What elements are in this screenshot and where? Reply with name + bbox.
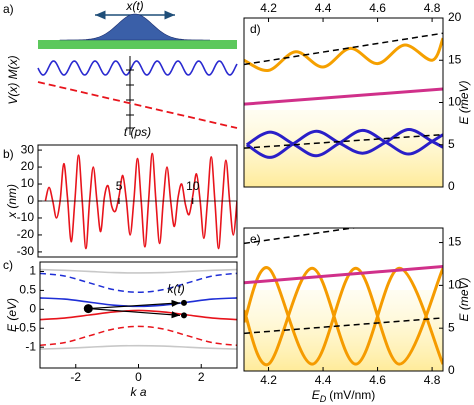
point [180,299,187,306]
panel-label: c) [3,258,13,272]
panel-label: e) [250,232,261,246]
potential [37,81,238,129]
data-line [245,128,443,158]
x-tick-label: 2 [198,370,205,384]
y-tick-label: 20 [448,10,462,24]
y-tick-label: -20 [17,227,35,241]
x-label-subscript: D [320,394,327,404]
arrow [88,299,181,310]
y-label: E (eV) [5,298,19,332]
y-tick-label: 0 [448,363,455,377]
x-label: k a [130,385,146,399]
y-tick-label: -0.5 [15,320,36,334]
x-label-unit: (mV/nm) [329,388,375,402]
arrow [88,307,181,319]
data-line [245,128,443,159]
y-tick-label: 0 [448,179,455,193]
data-line [244,32,443,66]
y-tick-label: 10 [448,95,462,109]
bump [59,13,211,41]
point [83,304,93,314]
data-line [244,87,443,106]
x-tick-label: 4.4 [315,373,332,387]
y-tick-label: 10 [21,176,35,190]
wave [37,60,238,76]
green-bar [38,40,237,49]
data-line [40,297,237,308]
data-line [244,317,443,335]
x-tick-label: 10 [186,179,200,193]
x-tick-label: 4.8 [424,373,441,387]
y-tick-label: 0.5 [19,283,36,297]
y-tick-label: 0 [29,301,36,315]
x-tick-label: 4.6 [369,373,386,387]
x-tick-label: 4.8 [424,1,441,15]
x-tick-label: 4.2 [260,373,277,387]
plot-frame [243,227,444,372]
x-tick-label: 4.4 [315,1,332,15]
y-label: E (meV) [457,80,471,124]
y-tick-label: 15 [448,52,462,66]
plot-data [244,228,443,366]
data-line [244,37,443,72]
plot-data [244,32,443,159]
point [180,312,187,319]
y-label: V(x) M(x) [6,55,20,104]
y-label: x (nm) [5,184,19,219]
x-tick-label: -2 [70,370,81,384]
x-label-symbol: E [312,388,321,402]
panel-label: b) [3,147,14,161]
y-tick-label: -10 [17,210,35,224]
data-line [40,309,237,321]
y-tick-label: 10 [448,278,462,292]
y-tick-label: 5 [448,320,455,334]
x-tick-label: 4.6 [369,1,386,15]
y-tick-label: 20 [21,159,35,173]
data-line [244,133,443,149]
arrow-label: x(t) [125,0,143,13]
x-label: ED (mV/nm) [312,388,376,404]
panel-label: d) [250,22,261,36]
y-tick-label: 15 [448,235,462,249]
data-line [40,325,237,347]
y-tick-label: 5 [448,137,455,151]
data-line [40,268,237,274]
plot-data [40,268,237,350]
data-line [244,265,443,285]
panel-label: a) [3,2,14,16]
y-label: E (meV) [457,277,471,321]
y-tick-label: 0 [27,193,34,207]
y-tick-label: -1 [25,339,36,353]
x-label: t (ps) [124,125,151,139]
annotation: k(t) [167,282,184,296]
heatmap-bg [244,110,443,187]
schematic: a) x(t) V(x) M(x) [3,0,238,135]
x-tick-label: 0 [135,370,142,384]
data-line [244,266,443,366]
data-line [244,228,358,245]
y-tick-label: -30 [17,244,35,258]
x-tick-label: 5 [116,179,123,193]
y-tick-label: 30 [21,142,35,156]
y-tick-label: 1 [29,264,36,278]
data-line [40,272,237,294]
data-line [40,344,237,350]
x-tick-label: 4.2 [260,1,277,15]
